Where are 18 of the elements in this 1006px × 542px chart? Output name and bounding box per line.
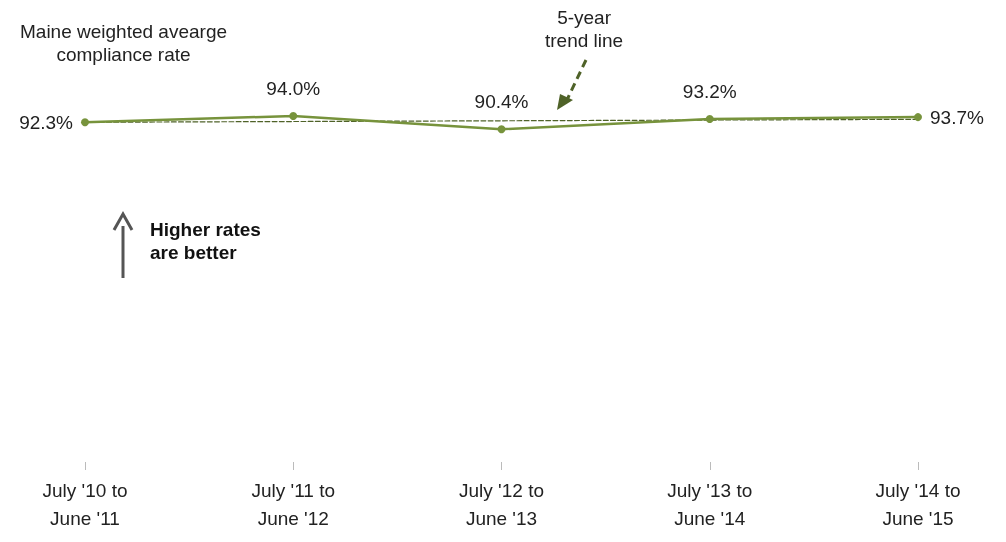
point xyxy=(497,125,506,134)
point xyxy=(705,114,714,123)
text: Higher rates are better xyxy=(150,218,261,264)
x-tick-label: July '13 to June '14 xyxy=(667,479,753,529)
data-label: 93.2% xyxy=(682,80,737,102)
text: Maine weighted avearge compliance rate xyxy=(20,20,228,66)
data-label: 93.7% xyxy=(930,106,984,128)
x-tick-label: July '14 to June '15 xyxy=(875,479,961,529)
point xyxy=(289,112,298,120)
data-label: 90.4% xyxy=(474,91,529,113)
x-tick-label: July '12 to June '13 xyxy=(459,479,544,529)
x-tick-label: July '11 to June '12 xyxy=(251,479,336,529)
text: 5-year trend line xyxy=(545,6,624,52)
data-label: 92.3% xyxy=(19,111,74,133)
point xyxy=(81,118,89,127)
data-label: 94.0% xyxy=(266,78,321,99)
x-tick-label: July '10 to June '11 xyxy=(42,479,128,529)
point xyxy=(914,113,922,122)
